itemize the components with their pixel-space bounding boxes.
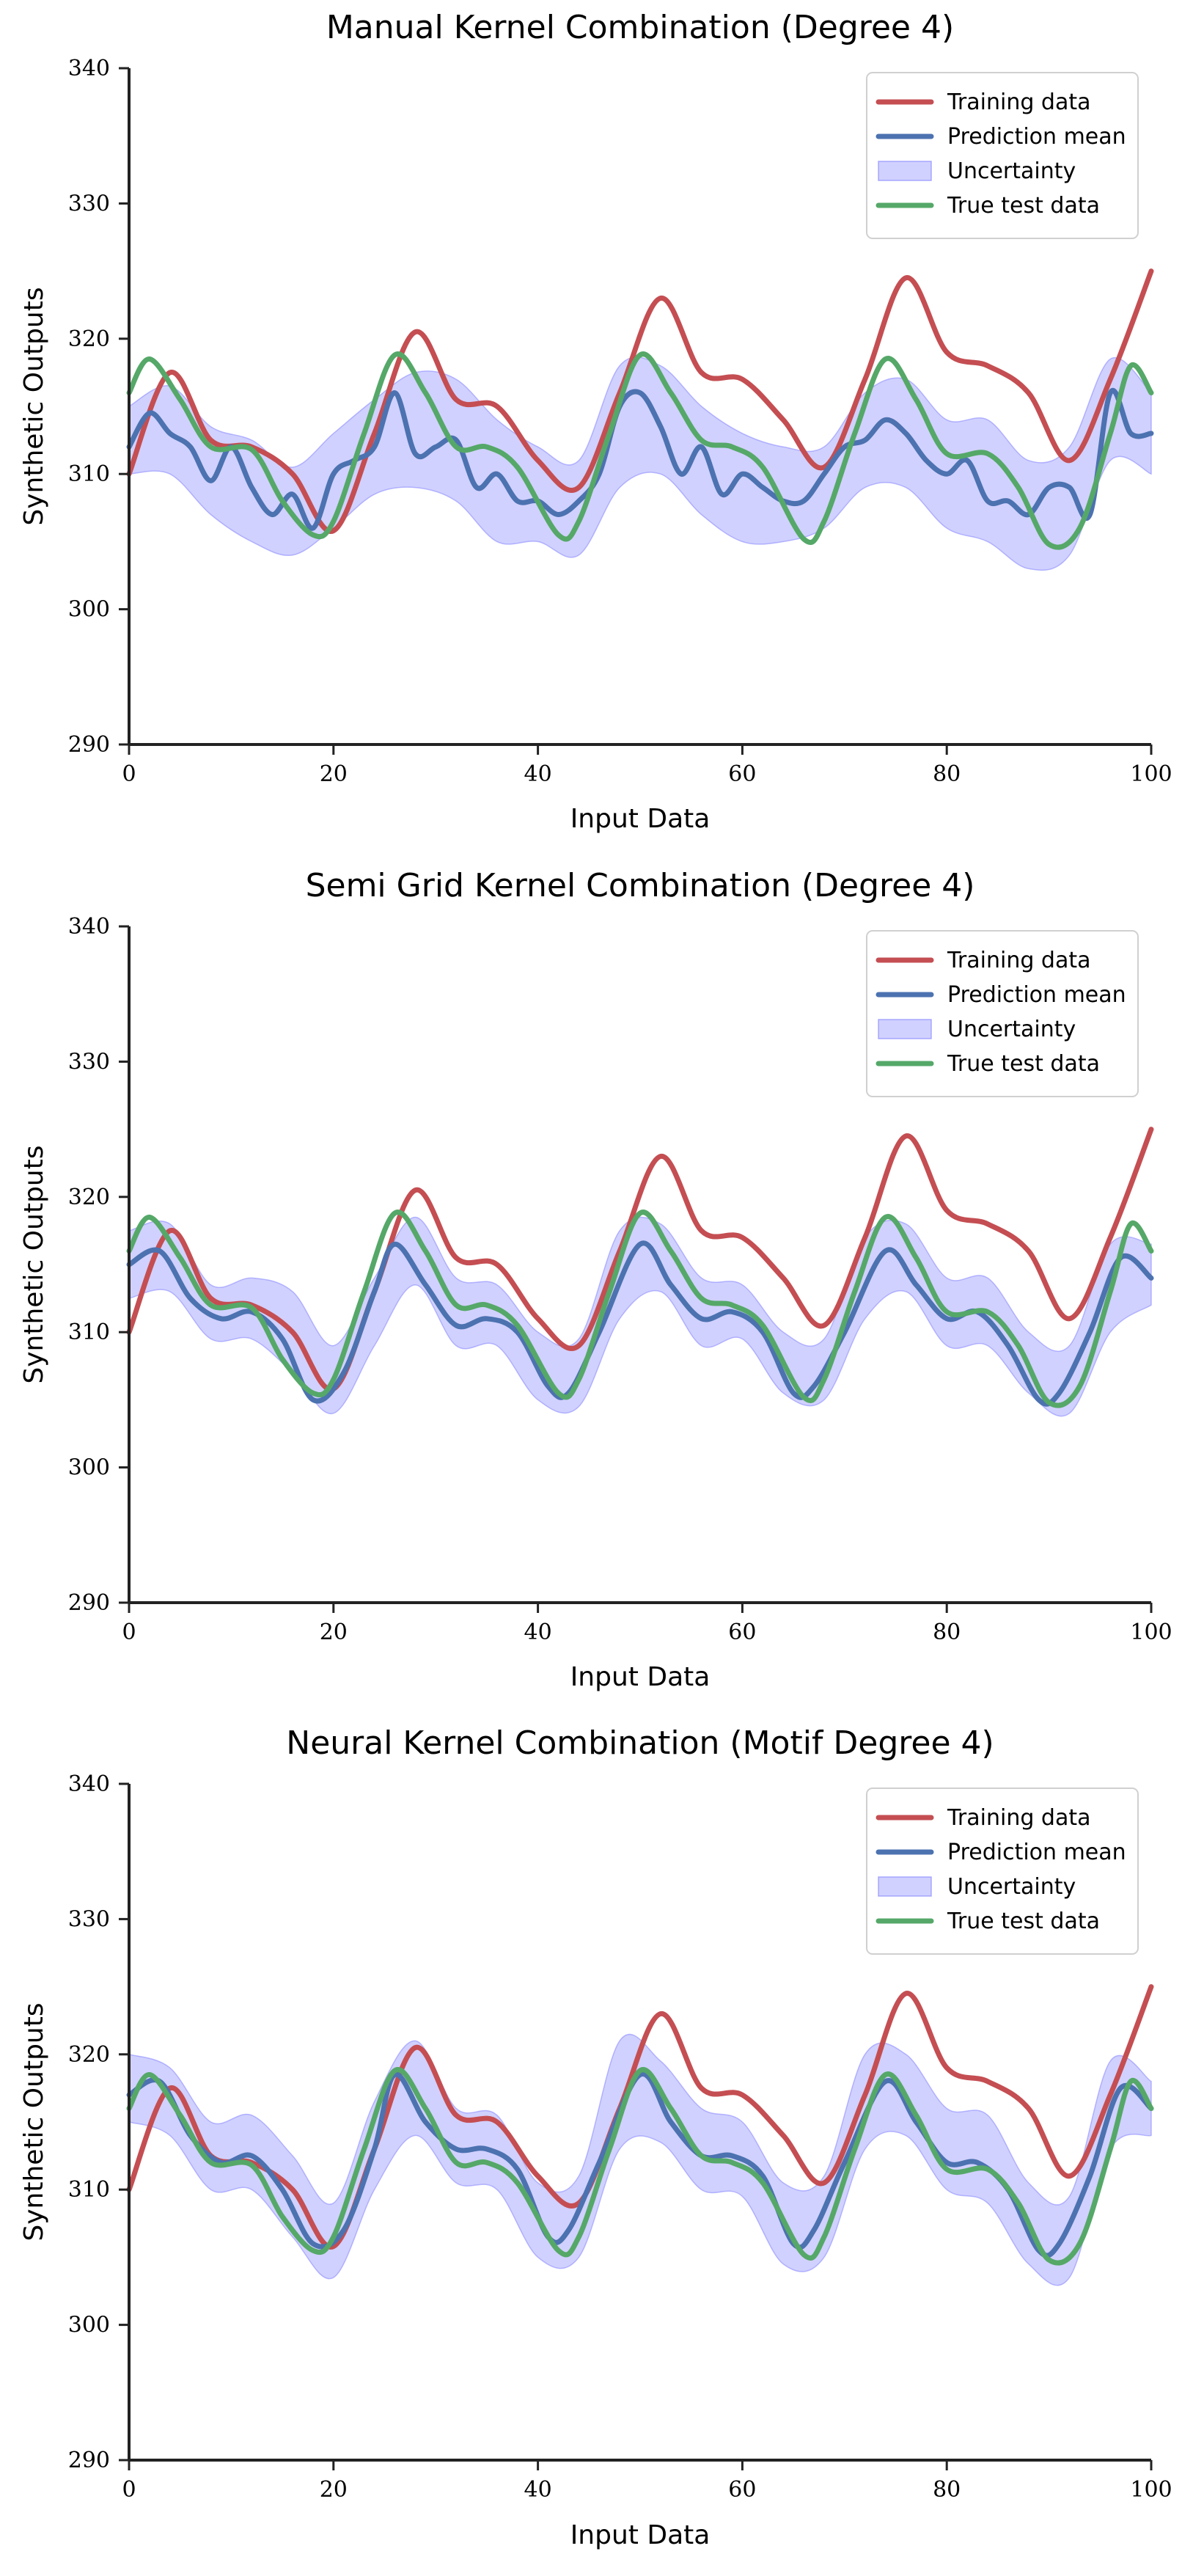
legend-frame <box>866 1788 1139 1955</box>
x-tick-label: 20 <box>320 2477 348 2503</box>
y-axis-label: Synthetic Outputs <box>19 2002 49 2241</box>
y-tick-label: 290 <box>68 732 110 758</box>
x-tick-label: 100 <box>1130 2477 1172 2503</box>
legend-frame <box>866 72 1139 239</box>
legend: Training data Prediction mean Uncertainty T… <box>866 1788 1139 1955</box>
legend-label: Prediction mean <box>947 124 1126 150</box>
legend-swatch-uncertainty <box>878 1876 932 1897</box>
y-tick-label: 320 <box>68 2042 110 2068</box>
prediction-mean-line <box>126 387 1154 531</box>
x-tick-label: 0 <box>122 1620 136 1645</box>
training-data-line <box>126 1984 1154 2250</box>
true-test-data-line <box>126 1210 1154 1408</box>
x-tick-label: 20 <box>320 761 348 787</box>
y-tick-label: 340 <box>68 914 110 940</box>
x-tick-label: 80 <box>933 1620 961 1645</box>
chart-panel-3: Neural Kernel Combination (Motif Degree … <box>19 1724 1172 2550</box>
y-tick-label: 300 <box>68 597 110 623</box>
chart-panel-2: Semi Grid Kernel Combination (Degree 4) 2… <box>19 867 1172 1692</box>
legend: Training data Prediction mean Uncertainty T… <box>866 72 1139 239</box>
legend-label: True test data <box>947 1909 1100 1934</box>
y-tick-label: 310 <box>68 461 110 487</box>
y-axis-label: Synthetic Outputs <box>19 1145 49 1383</box>
legend: Training data Prediction mean Uncertainty T… <box>866 930 1139 1097</box>
chart-title: Semi Grid Kernel Combination (Degree 4) <box>306 867 975 904</box>
x-tick-label: 40 <box>524 1620 552 1645</box>
y-tick-label: 330 <box>68 1049 110 1075</box>
y-tick-label: 330 <box>68 191 110 216</box>
y-tick-label: 300 <box>68 1455 110 1481</box>
y-axis-label: Synthetic Outputs <box>19 287 49 525</box>
legend-label: Uncertainty <box>947 1874 1076 1900</box>
x-tick-label: 40 <box>524 2477 552 2503</box>
x-tick-label: 40 <box>524 761 552 787</box>
y-tick-label: 320 <box>68 326 110 352</box>
x-tick-label: 60 <box>728 1620 756 1645</box>
legend-swatch-uncertainty <box>878 161 932 181</box>
y-tick-label: 290 <box>68 1590 110 1616</box>
true-test-data-line <box>126 2067 1154 2266</box>
x-tick-label: 0 <box>122 761 136 787</box>
legend-label: Training data <box>947 1805 1090 1831</box>
y-tick-label: 310 <box>68 2177 110 2203</box>
y-tick-label: 330 <box>68 1906 110 1932</box>
legend-label: Prediction mean <box>947 982 1126 1008</box>
chart-panel-1: Manual Kernel Combination (Degree 4) 290 3… <box>19 9 1172 834</box>
true-test-data-line <box>126 351 1154 550</box>
legend-label: Training data <box>947 948 1090 973</box>
legend-label: Prediction mean <box>947 1840 1126 1865</box>
y-tick-label: 290 <box>68 2448 110 2473</box>
x-axis-label: Input Data <box>570 804 711 834</box>
y-tick-label: 300 <box>68 2313 110 2338</box>
x-axis-label: Input Data <box>570 1662 711 1692</box>
training-data-line <box>126 268 1154 534</box>
x-tick-label: 60 <box>728 2477 756 2503</box>
x-tick-label: 100 <box>1130 1620 1172 1645</box>
legend-label: Uncertainty <box>947 158 1076 184</box>
y-tick-label: 310 <box>68 1320 110 1345</box>
x-tick-label: 80 <box>933 2477 961 2503</box>
legend-label: True test data <box>947 193 1100 219</box>
x-tick-label: 60 <box>728 761 756 787</box>
legend-label: Training data <box>947 89 1090 115</box>
legend-label: Uncertainty <box>947 1017 1076 1042</box>
chart-title: Manual Kernel Combination (Degree 4) <box>326 9 954 46</box>
chart-title: Neural Kernel Combination (Motif Degree … <box>286 1724 994 1762</box>
x-axis-label: Input Data <box>570 2520 711 2550</box>
legend-swatch-uncertainty <box>878 1019 932 1039</box>
training-data-line <box>126 1127 1154 1392</box>
x-tick-label: 100 <box>1130 761 1172 787</box>
legend-frame <box>866 930 1139 1097</box>
x-tick-label: 20 <box>320 1620 348 1645</box>
prediction-mean-line <box>126 1240 1154 1407</box>
y-tick-label: 340 <box>68 56 110 81</box>
x-tick-label: 80 <box>933 761 961 787</box>
x-tick-label: 0 <box>122 2477 136 2503</box>
y-tick-label: 320 <box>68 1185 110 1210</box>
y-tick-label: 340 <box>68 1771 110 1797</box>
legend-label: True test data <box>947 1051 1100 1077</box>
